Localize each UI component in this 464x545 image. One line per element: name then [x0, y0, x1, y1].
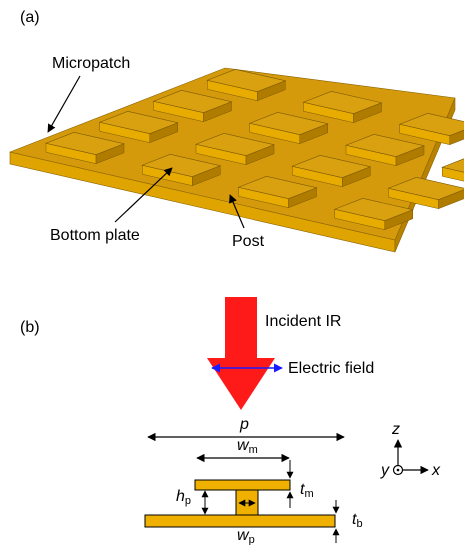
ir-arrow-shaft — [225, 297, 257, 360]
post-label: Post — [232, 233, 265, 250]
z-label: z — [391, 421, 400, 438]
symbol: h — [176, 488, 185, 505]
field-label: Electric field — [288, 360, 374, 377]
subscript: b — [356, 518, 362, 530]
figure: (a) Micropatch Bottom plate Post (b) Inc… — [0, 0, 464, 545]
pointer — [48, 76, 80, 132]
y-label: y — [380, 462, 390, 479]
subscript: m — [249, 444, 258, 456]
dim-hp: hp — [176, 488, 191, 507]
subscript: m — [304, 488, 313, 500]
patch-section — [195, 480, 290, 490]
subscript: p — [249, 534, 255, 545]
ir-arrow-head — [207, 358, 275, 410]
y-axis-dot — [397, 469, 400, 472]
dim-wm: wm — [237, 437, 258, 456]
subscript: p — [185, 495, 191, 507]
dim-wp: wp — [237, 527, 255, 545]
page: (a) Micropatch Bottom plate Post (b) Inc… — [0, 0, 464, 545]
incident-label: Incident IR — [265, 313, 341, 330]
plate-section — [145, 515, 335, 527]
dim-tb: tb — [352, 511, 363, 530]
micropatch-label: Micropatch — [52, 55, 130, 72]
panel-label: (a) — [20, 9, 40, 26]
dim-p: p — [239, 416, 249, 433]
bottom-plate-label: Bottom plate — [50, 227, 140, 244]
panel-label: (b) — [20, 319, 40, 336]
dim-tm: tm — [300, 481, 314, 500]
x-label: x — [431, 462, 441, 479]
